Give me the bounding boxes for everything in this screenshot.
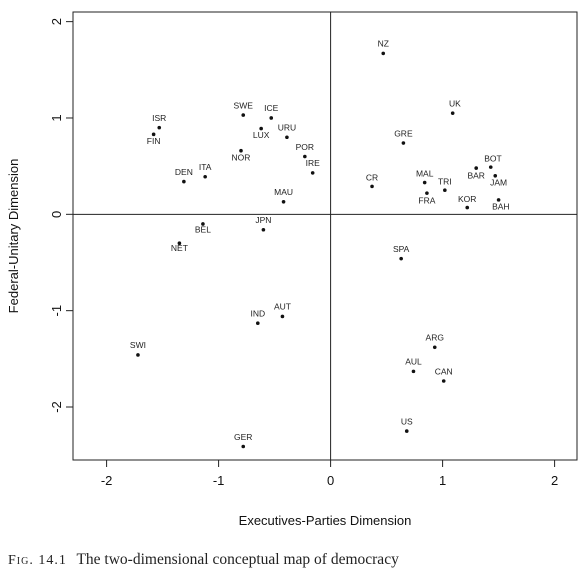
data-point-fin [151, 132, 156, 137]
data-point-fra [425, 191, 429, 195]
data-point-label: NOR [232, 152, 251, 162]
data-point-uru [285, 135, 289, 140]
data-point-label: IND [250, 308, 265, 318]
data-point-label: FRA [418, 196, 435, 206]
data-point-label: US [401, 416, 413, 426]
data-point-jpn [261, 227, 266, 232]
data-point-label: BAH [492, 202, 509, 212]
data-point-label: NET [171, 243, 188, 253]
data-point-ice [269, 116, 274, 120]
x-tick-label: -2 [101, 473, 113, 488]
data-point-label: JPN [255, 215, 271, 225]
plot-frame [72, 11, 578, 461]
data-point-label: FIN [147, 136, 161, 146]
data-point-label: AUL [405, 357, 422, 367]
data-point-label: SPA [393, 244, 410, 254]
data-point-label: NZ [378, 39, 389, 49]
x-tick-label: 1 [439, 473, 446, 488]
data-point-ger [241, 444, 246, 449]
data-point-ind [255, 321, 260, 325]
data-point-label: MAU [274, 187, 293, 197]
data-point-can [441, 379, 446, 383]
data-point-label: UK [449, 98, 461, 108]
figure-caption-text: The two-dimensional conceptual map of de… [76, 551, 399, 568]
data-point-label: GER [234, 432, 252, 442]
data-point-tri [443, 188, 447, 193]
data-point-bel [201, 222, 205, 226]
data-point-bah [496, 198, 501, 202]
data-point-label: MAL [416, 169, 434, 179]
y-tick-label: -2 [49, 401, 64, 413]
data-point-label: IRE [306, 158, 321, 168]
data-point-label: KOR [458, 194, 476, 204]
data-point-label: BOT [484, 153, 501, 163]
data-point-ire [310, 171, 315, 175]
x-tick-label: 0 [327, 473, 334, 488]
data-point-label: ARG [426, 333, 444, 343]
data-point-por [303, 154, 307, 159]
data-point-aul [411, 369, 416, 374]
y-tick-label: 1 [49, 114, 64, 121]
data-point-mau [281, 199, 286, 204]
data-point-nor [239, 148, 243, 153]
x-tick-label: 2 [551, 473, 558, 488]
data-point-label: JAM [490, 177, 507, 187]
x-axis-title: Executives-Parties Dimension [239, 513, 412, 528]
data-point-cr [370, 184, 374, 189]
data-point-spa [399, 256, 403, 261]
data-point-label: BAR [467, 171, 484, 181]
y-axis-ticks: -2 -1 0 1 2 [49, 18, 73, 413]
y-tick-label: 0 [49, 211, 64, 218]
data-point-arg [432, 345, 437, 350]
data-point-label: POR [296, 142, 314, 152]
data-point-label: SWI [130, 340, 146, 350]
data-point-jam [493, 173, 498, 178]
x-tick-label: -1 [213, 473, 225, 488]
figure-number: Fig. 14.1 [8, 553, 67, 568]
y-axis-title: Federal-Unitary Dimension [6, 159, 21, 314]
data-point-den [182, 179, 186, 184]
data-point-label: AUT [274, 302, 291, 312]
data-point-label: ICE [264, 103, 279, 113]
data-point-swe [241, 113, 246, 117]
data-point-net [177, 241, 182, 246]
data-point-us [404, 429, 409, 433]
y-tick-label: -1 [49, 305, 64, 317]
data-point-label: ITA [199, 162, 212, 172]
data-point-label: URU [278, 123, 296, 133]
data-point-gre [401, 141, 406, 145]
data-point-label: CR [366, 173, 378, 183]
figure-caption: Fig. 14.1 The two-dimensional conceptual… [8, 551, 578, 569]
y-tick-label: 2 [49, 18, 64, 25]
data-point-aut [280, 314, 285, 319]
data-point-label: DEN [175, 167, 193, 177]
data-point-label: GRE [394, 128, 413, 138]
data-point-bar [474, 166, 479, 170]
data-point-ita [203, 174, 207, 179]
data-point-label: ISR [152, 113, 166, 123]
data-point-swi [136, 353, 140, 357]
data-point-mal [422, 180, 427, 185]
data-point-label: SWE [234, 100, 254, 110]
data-point-nz [381, 51, 386, 56]
x-axis-ticks: -2 -1 0 1 2 [101, 460, 558, 488]
data-point-bot [488, 165, 493, 169]
data-point-label: BEL [195, 225, 211, 235]
data-point-label: LUX [253, 130, 270, 140]
data-point-label: TRI [438, 176, 452, 186]
data-point-lux [259, 126, 263, 131]
data-point-isr [157, 125, 162, 130]
data-point-kor [465, 205, 470, 210]
data-point-label: CAN [435, 366, 453, 376]
data-point-uk [450, 111, 455, 115]
